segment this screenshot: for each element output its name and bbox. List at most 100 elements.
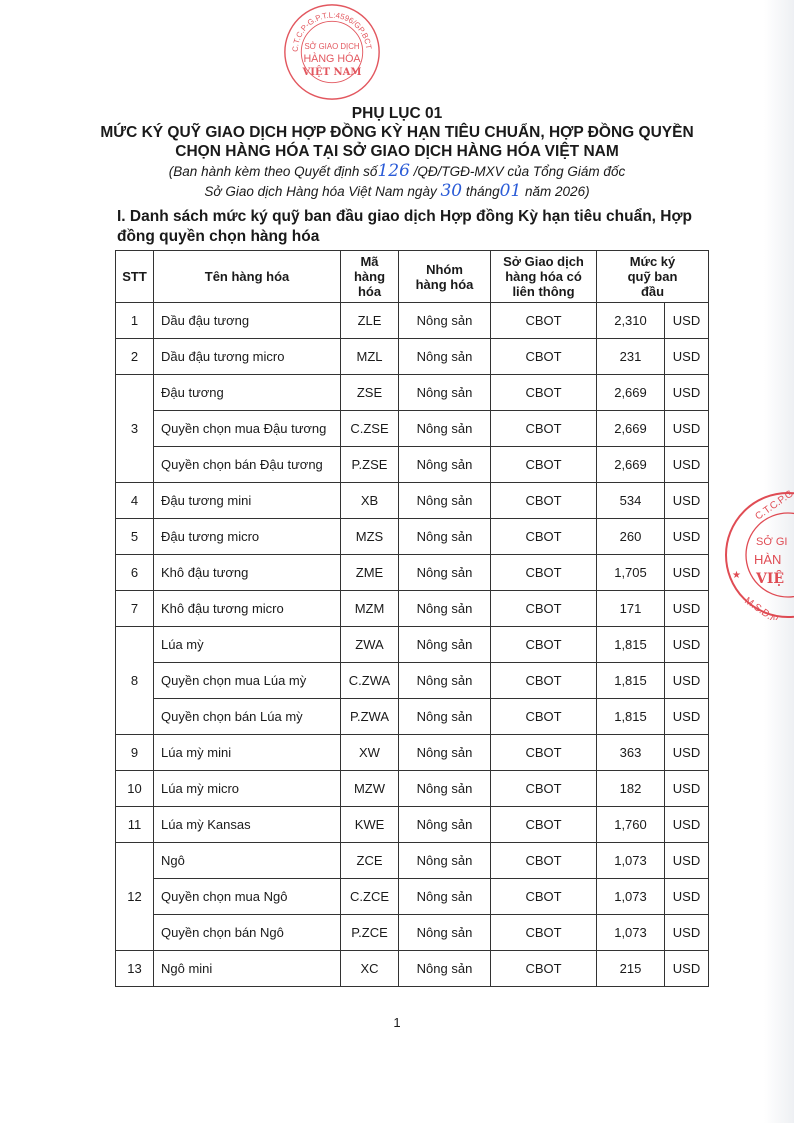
currency: USD [664, 338, 709, 375]
stt-cell: 1 [115, 302, 154, 339]
commodity-code: P.ZSE [340, 446, 399, 483]
commodity-code: P.ZCE [340, 914, 399, 951]
issuance-line1: (Ban hành kèm theo Quyết định số126 /QĐ/… [0, 163, 794, 181]
commodity-code: ZCE [340, 842, 399, 879]
commodity-group: Nông sản [398, 446, 491, 483]
linked-exchange: CBOT [490, 734, 597, 771]
initial-margin-value: 1,815 [596, 626, 665, 663]
table-row: Quyền chọn mua Lúa mỳ C.ZWA Nông sản CBOT 1,… [116, 662, 709, 699]
currency: USD [664, 374, 709, 411]
initial-margin-value: 1,705 [596, 554, 665, 591]
table-row: 5 Đậu tương micro MZS Nông sản CBOT 260 USD [115, 518, 709, 555]
table-row: Quyền chọn bán Đậu tương P.ZSE Nông sản CBO… [116, 446, 709, 483]
initial-margin-value: 2,669 [596, 410, 665, 447]
initial-margin-value: 1,815 [596, 662, 665, 699]
commodity-name: Khô đậu tương micro [153, 590, 341, 627]
day-handwritten: 30 [440, 181, 463, 201]
currency: USD [664, 914, 709, 951]
document-title-line2: CHỌN HÀNG HÓA TẠI SỞ GIAO DỊCH HÀNG HÓA … [175, 143, 619, 160]
currency: USD [664, 806, 709, 843]
issuance-line2: Sở Giao dịch Hàng hóa Việt Nam ngày 30 t… [0, 183, 794, 201]
initial-margin-value: 2,669 [596, 446, 665, 483]
linked-exchange: CBOT [490, 590, 597, 627]
initial-margin-value: 1,073 [596, 842, 665, 879]
table-row: Quyền chọn bán Lúa mỳ P.ZWA Nông sản CBOT 1,… [116, 698, 709, 735]
svg-text:HÀN: HÀN [754, 552, 781, 567]
initial-margin-value: 1,815 [596, 698, 665, 735]
stt-cell: 9 [115, 734, 154, 771]
header-stt: STT [115, 250, 154, 303]
linked-exchange: CBOT [490, 374, 597, 411]
table-row: 10 Lúa mỳ micro MZW Nông sản CBOT 182 USD [115, 770, 709, 807]
commodity-name: Quyền chọn bán Đậu tương [153, 446, 341, 483]
table-row: 13 Ngô mini XC Nông sản CBOT 215 USD [115, 950, 709, 987]
issuance-text: /QĐ/TGĐ-MXV của Tổng Giám đốc [409, 164, 626, 179]
header-initial-margin: Mức ký quỹ ban đầu [596, 250, 709, 303]
linked-exchange: CBOT [490, 950, 597, 987]
appendix-title: PHỤ LỤC 01 [351, 105, 443, 122]
commodity-code: P.ZWA [340, 698, 399, 735]
commodity-name: Ngô mini [153, 950, 341, 987]
commodity-code: MZL [340, 338, 399, 375]
commodity-group: Nông sản [398, 374, 491, 411]
table-row: 8 Lúa mỳ ZWA Nông sản CBOT 1,815 USD [115, 626, 709, 735]
stt-cell: 5 [115, 518, 154, 555]
header-name: Tên hàng hóa [153, 250, 341, 303]
initial-margin-value: 1,073 [596, 914, 665, 951]
table-row: 4 Đậu tương mini XB Nông sản CBOT 534 USD [115, 482, 709, 519]
company-seal-stamp-partial: C.T.C.P.G.P.T. SỞ GI HÀN VIỆ ★ M.S.D.N [725, 490, 794, 620]
commodity-code: MZW [340, 770, 399, 807]
linked-exchange: CBOT [490, 626, 597, 663]
stt-cell: 6 [115, 554, 154, 591]
initial-margin-value: 182 [596, 770, 665, 807]
commodity-group: Nông sản [398, 950, 491, 987]
currency: USD [664, 518, 709, 555]
commodity-name: Quyền chọn bán Ngô [153, 914, 341, 951]
commodity-code: XB [340, 482, 399, 519]
page-edge-shadow [764, 0, 794, 1123]
linked-exchange: CBOT [490, 302, 597, 339]
commodity-name: Đậu tương mini [153, 482, 341, 519]
stt-cell: 13 [115, 950, 154, 987]
currency: USD [664, 410, 709, 447]
linked-exchange: CBOT [490, 338, 597, 375]
svg-text:VIỆ: VIỆ [755, 569, 784, 587]
table-row: 6 Khô đậu tương ZME Nông sản CBOT 1,705 USD [115, 554, 709, 591]
commodity-name: Quyền chọn bán Lúa mỳ [153, 698, 341, 735]
commodity-name: Quyền chọn mua Ngô [153, 878, 341, 915]
table-header-row: STT Tên hàng hóa Mã hàng hóa Nhóm hàng h… [115, 250, 709, 303]
commodity-name: Quyền chọn mua Đậu tương [153, 410, 341, 447]
commodity-group: Nông sản [398, 626, 491, 663]
commodity-group: Nông sản [398, 698, 491, 735]
linked-exchange: CBOT [490, 914, 597, 951]
svg-text:★: ★ [732, 570, 741, 581]
commodity-code: C.ZWA [340, 662, 399, 699]
linked-exchange: CBOT [490, 770, 597, 807]
linked-exchange: CBOT [490, 842, 597, 879]
commodity-group: Nông sản [398, 734, 491, 771]
table-row: 1 Dầu đậu tương ZLE Nông sản CBOT 2,310 USD [115, 302, 709, 339]
linked-exchange: CBOT [490, 446, 597, 483]
commodity-code: C.ZSE [340, 410, 399, 447]
commodity-group: Nông sản [398, 554, 491, 591]
issuance-text: Sở Giao dịch Hàng hóa Việt Nam ngày [204, 184, 441, 199]
table-row: 12 Ngô ZCE Nông sản CBOT 1,073 USD [115, 842, 709, 951]
linked-exchange: CBOT [490, 662, 597, 699]
commodity-name: Đậu tương micro [153, 518, 341, 555]
commodity-name: Đậu tương [153, 374, 341, 411]
margin-table: STT Tên hàng hóa Mã hàng hóa Nhóm hàng h… [115, 250, 709, 987]
linked-exchange: CBOT [490, 878, 597, 915]
stt-cell: 8 [115, 626, 154, 735]
stt-cell: 10 [115, 770, 154, 807]
stt-cell: 11 [115, 806, 154, 843]
issuance-text: tháng [462, 184, 500, 199]
initial-margin-value: 171 [596, 590, 665, 627]
commodity-code: MZM [340, 590, 399, 627]
issuance-text: (Ban hành kèm theo Quyết định số [168, 164, 378, 179]
header-exchange: Sở Giao dịch hàng hóa có liên thông [490, 250, 597, 303]
commodity-name: Lúa mỳ [153, 626, 341, 663]
header-code: Mã hàng hóa [340, 250, 399, 303]
commodity-group: Nông sản [398, 518, 491, 555]
stt-cell: 2 [115, 338, 154, 375]
svg-text:SỞ GIAO DỊCH: SỞ GIAO DỊCH [304, 42, 359, 51]
